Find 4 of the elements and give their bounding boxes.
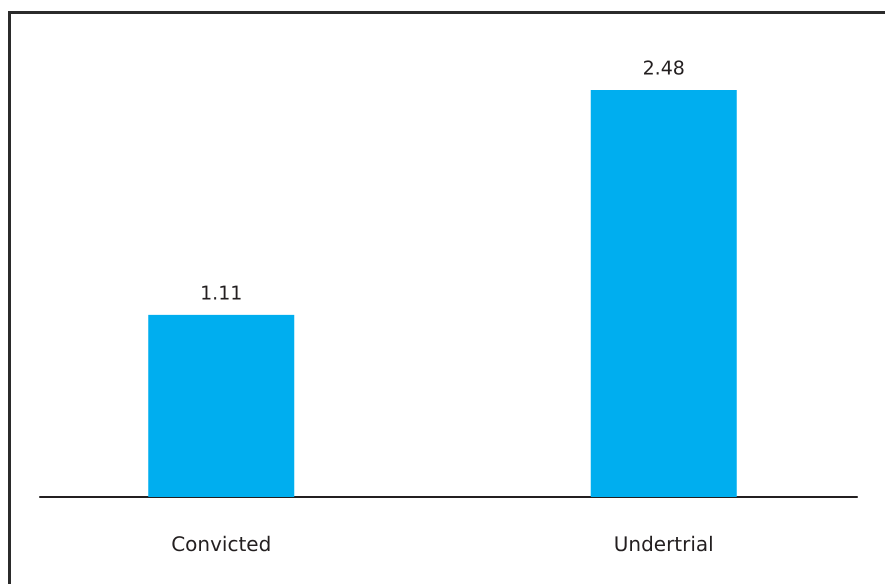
data-label: 2.48 [642,58,685,80]
data-label: 1.11 [200,282,242,304]
x-tick-label: Undertrial [614,532,714,556]
x-tick-label: Convicted [171,532,272,556]
